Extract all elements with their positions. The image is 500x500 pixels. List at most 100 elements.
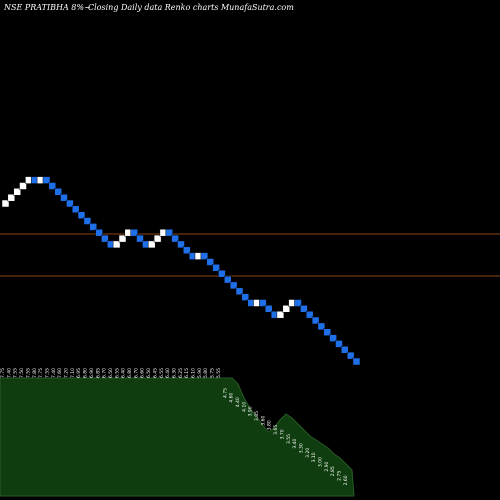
renko-brick-down — [224, 275, 232, 284]
renko-brick-down — [317, 322, 326, 331]
renko-brick-down — [48, 182, 57, 190]
reference-lines — [0, 233, 500, 277]
renko-brick-up — [153, 234, 162, 243]
renko-brick-down — [341, 346, 349, 354]
price-label: 3.85 — [254, 411, 260, 421]
renko-brick-down — [235, 287, 244, 296]
renko-brick-down — [329, 334, 337, 342]
price-label: 7.75 — [0, 368, 6, 378]
renko-brick-down — [305, 310, 314, 319]
renko-brick-down — [259, 299, 267, 307]
renko-brick-up — [282, 305, 291, 313]
renko-brick-down — [171, 234, 179, 243]
renko-brick-up — [13, 188, 21, 196]
price-label: 6.50 — [146, 368, 152, 378]
renko-brick-down — [335, 340, 343, 348]
price-label: 2.60 — [343, 475, 349, 485]
price-label: 7.55 — [44, 368, 50, 378]
price-label: 6.95 — [76, 368, 82, 378]
price-label: 7.10 — [70, 368, 76, 378]
renko-brick-down — [346, 351, 355, 360]
renko-brick-down — [206, 258, 214, 266]
price-label: 5.90 — [197, 368, 203, 378]
price-labels: 7.75 7.40 7.55 7.50 7.55 7.80 7.75 7.55 7.40 7.60… — [0, 368, 349, 486]
price-label: 7.55 — [13, 368, 19, 378]
renko-brick-up — [1, 199, 10, 208]
price-label: 2.90 — [324, 461, 330, 471]
price-label: 3.80 — [267, 420, 273, 430]
renko-brick-down — [200, 252, 209, 260]
renko-brick-down — [66, 199, 74, 208]
price-label: 6.40 — [121, 368, 127, 378]
price-label: 6.70 — [102, 368, 108, 378]
renko-brick-down — [311, 316, 320, 325]
renko-brick-down — [42, 176, 51, 184]
price-label: 4.10 — [241, 402, 247, 412]
renko-brick-down — [71, 205, 80, 214]
volume-area — [0, 377, 355, 497]
price-label: 4.60 — [229, 392, 235, 402]
price-label: 3.90 — [248, 406, 254, 416]
price-label: 3.65 — [273, 425, 279, 435]
renko-brick-down — [183, 246, 191, 255]
price-label: 6.70 — [133, 368, 139, 378]
renko-brick-down — [83, 217, 92, 225]
renko-brick-down — [212, 264, 220, 272]
renko-brick-down — [241, 293, 250, 301]
renko-brick-down — [218, 269, 226, 278]
renko-brick-down — [89, 223, 97, 231]
renko-brick-down — [165, 228, 174, 237]
price-label: 3.10 — [311, 452, 317, 462]
price-label: 5.55 — [216, 368, 222, 378]
price-label: 4.75 — [222, 388, 228, 398]
renko-brick-down — [177, 240, 185, 249]
price-label: 5.80 — [203, 368, 209, 378]
renko-brick-down — [60, 193, 68, 202]
renko-brick-down — [101, 234, 109, 243]
price-label: 6.50 — [108, 368, 114, 378]
renko-brick-up — [7, 193, 16, 202]
price-label: 7.40 — [6, 368, 12, 378]
price-label: 6.10 — [191, 368, 197, 378]
price-label: 6.25 — [178, 368, 184, 378]
price-label: 6.30 — [171, 368, 177, 378]
renko-brick-down — [54, 188, 62, 196]
renko-brick-down — [77, 211, 86, 219]
renko-brick-up — [276, 310, 285, 319]
renko-brick-down — [95, 228, 103, 237]
renko-brick-down — [300, 305, 308, 313]
chart-symbol-label: NSE PRATIBHA 8%~ — [4, 3, 91, 12]
price-label: 6.45 — [152, 368, 158, 378]
renko-brick-up — [118, 234, 127, 243]
renko-brick-down — [229, 281, 238, 290]
price-label: 3.40 — [292, 438, 298, 448]
price-label: 7.80 — [32, 368, 38, 378]
renko-brick-down — [323, 328, 332, 336]
renko-brick-up — [19, 182, 27, 190]
price-label: 3.55 — [286, 434, 292, 444]
price-label: 3.00 — [318, 457, 324, 467]
renko-brick-down — [136, 234, 144, 243]
renko-brick-down — [352, 357, 361, 366]
price-label: 6.90 — [89, 368, 95, 378]
renko-brick-down — [294, 299, 302, 307]
price-label: 6.85 — [95, 368, 101, 378]
renko-bricks — [1, 176, 361, 366]
renko-brick-down — [264, 305, 273, 313]
price-label: 2.85 — [330, 466, 336, 476]
chart-subtitle: Closing Daily data Renko charts MunafaSu… — [88, 3, 294, 12]
price-label: 6.15 — [184, 368, 190, 378]
price-label: 6.80 — [83, 368, 89, 378]
volume-area-shape — [0, 377, 355, 497]
price-label: 5.75 — [210, 368, 216, 378]
price-label: 7.50 — [19, 368, 25, 378]
price-label: 3.70 — [279, 429, 285, 439]
price-label: 7.20 — [64, 368, 70, 378]
renko-brick-up — [147, 240, 156, 249]
price-label: 6.40 — [165, 368, 171, 378]
price-label: 3.30 — [298, 443, 304, 453]
price-label: 7.40 — [51, 368, 57, 378]
price-label: 7.75 — [38, 368, 44, 378]
price-label: 6.60 — [140, 368, 146, 378]
